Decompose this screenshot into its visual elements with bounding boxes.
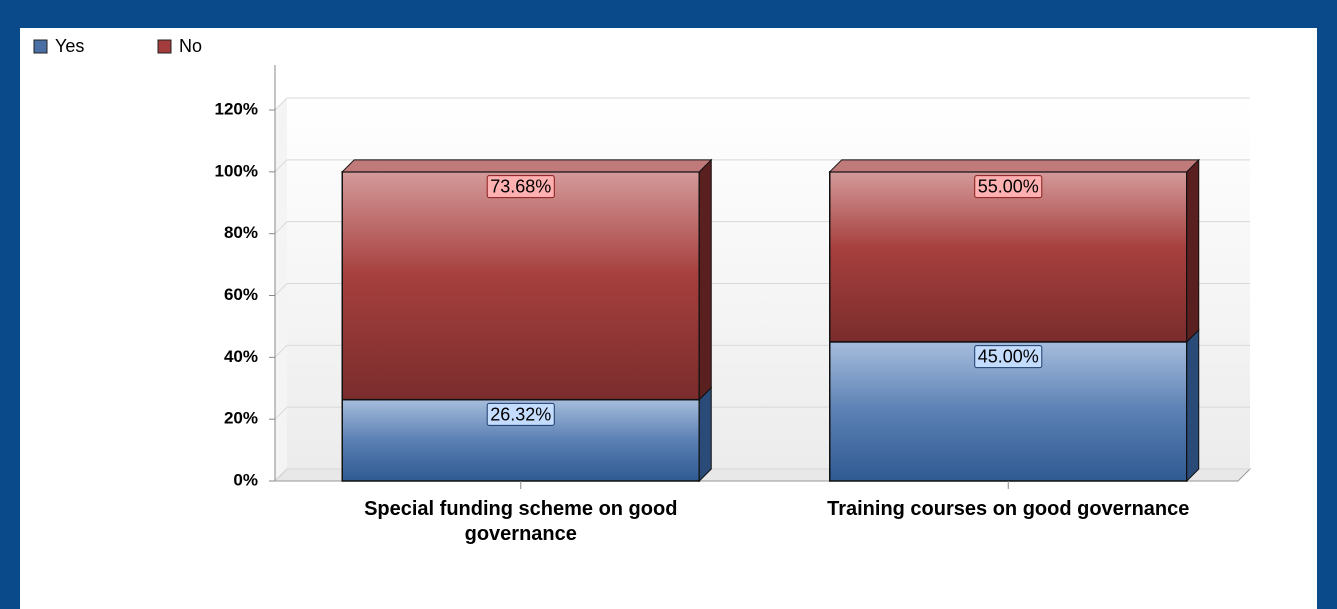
grid-line bbox=[274, 468, 288, 482]
bar-top bbox=[341, 159, 713, 173]
y-tick-label: 80% bbox=[224, 223, 258, 242]
data-label: 26.32% bbox=[490, 404, 551, 424]
bar-side bbox=[698, 158, 712, 401]
bar-side bbox=[1186, 158, 1200, 344]
grid-line bbox=[274, 221, 288, 235]
x-tick-label: Training courses on good governance bbox=[827, 498, 1190, 520]
data-label: 73.68% bbox=[490, 177, 551, 197]
y-tick-label: 100% bbox=[215, 161, 258, 180]
bar-side bbox=[698, 386, 712, 483]
legend-swatch bbox=[33, 39, 48, 54]
y-tick-label: 120% bbox=[215, 99, 258, 118]
bar-segment bbox=[341, 171, 700, 401]
x-tick-label: Special funding scheme on good governanc… bbox=[364, 498, 678, 545]
grid-line bbox=[274, 406, 288, 420]
data-label-box bbox=[486, 175, 555, 199]
data-label-box bbox=[974, 175, 1043, 199]
y-tick-label: 20% bbox=[224, 409, 258, 428]
legend-label: Yes bbox=[55, 36, 84, 56]
grid-line bbox=[274, 344, 288, 358]
legend-label: No bbox=[179, 36, 202, 56]
bar-segment bbox=[829, 171, 1188, 343]
legend-swatch bbox=[157, 39, 172, 54]
data-label: 45.00% bbox=[978, 347, 1039, 367]
y-tick-label: 0% bbox=[233, 470, 258, 489]
bar-side bbox=[1186, 328, 1200, 483]
bar-top bbox=[828, 159, 1200, 173]
data-label-box bbox=[974, 345, 1043, 369]
grid-line bbox=[274, 283, 288, 296]
data-label: 55.00% bbox=[978, 177, 1039, 197]
y-tick-label: 60% bbox=[224, 285, 258, 304]
data-label-box bbox=[486, 402, 555, 426]
grid-line bbox=[274, 159, 288, 173]
grid-line bbox=[274, 97, 288, 111]
y-tick-label: 40% bbox=[224, 347, 258, 366]
